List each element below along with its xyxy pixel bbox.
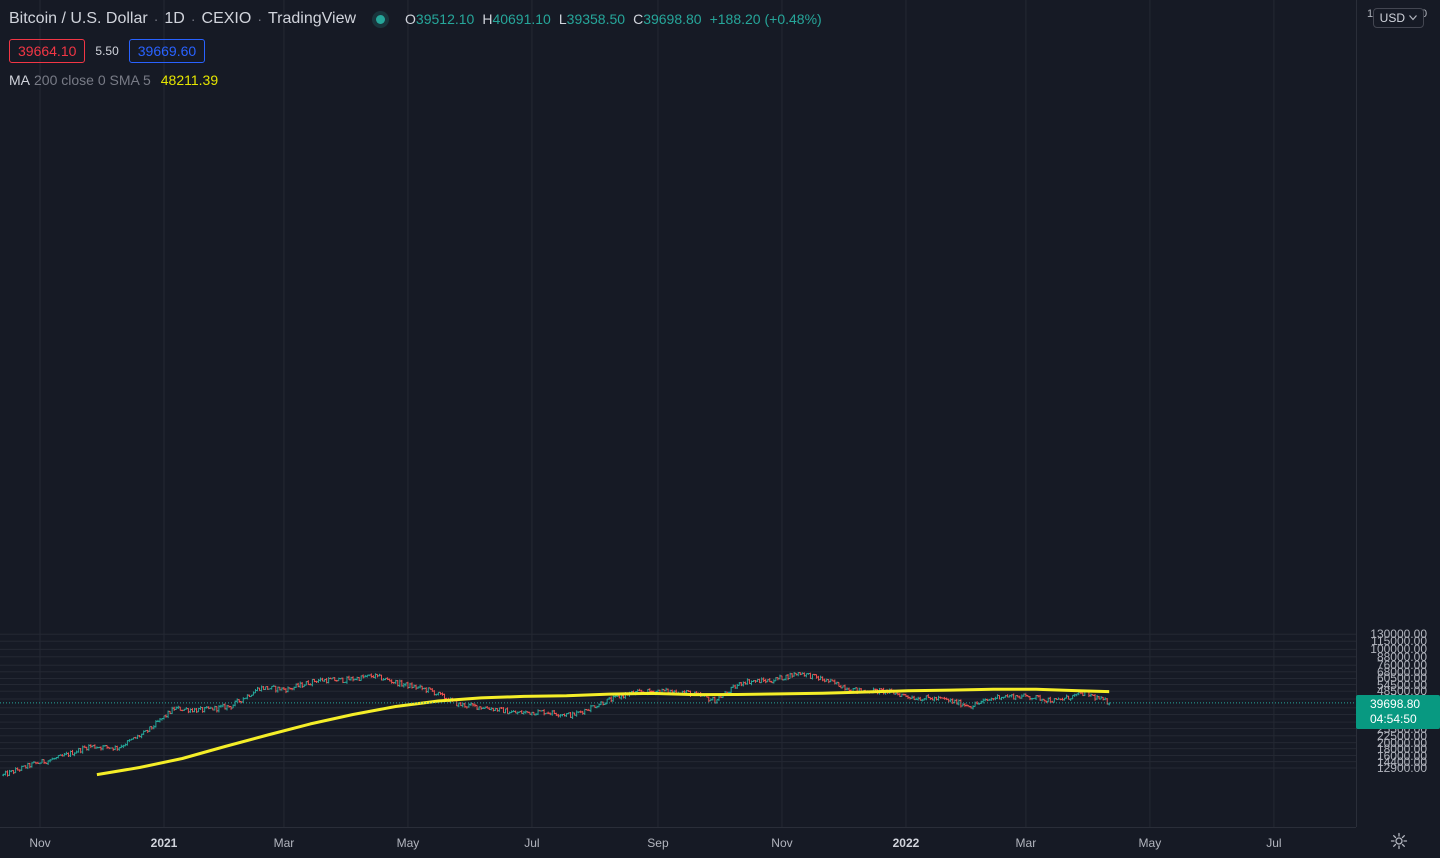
ohlc-low: L39358.50 <box>559 11 625 27</box>
close-key: C <box>633 11 644 27</box>
high-value: 40691.10 <box>492 11 551 27</box>
ma-200-line <box>96 687 1110 777</box>
time-tick-label: Mar <box>273 836 295 850</box>
ohlc-open: O39512.10 <box>405 11 474 27</box>
price-chart[interactable] <box>0 0 1356 827</box>
price-tick-label: 22500.00 <box>1376 728 1427 743</box>
gear-icon[interactable] <box>1390 832 1408 850</box>
chart-pane[interactable] <box>0 0 1356 827</box>
time-tick-label: 2021 <box>150 836 178 850</box>
interval-label[interactable]: 1D <box>164 10 185 27</box>
price-tick-label: 115000.00 <box>1371 634 1427 649</box>
spread-value: 5.50 <box>95 44 119 58</box>
price-axis[interactable]: 130000.00 115000.00 100000.00 88000.00 76000… <box>1356 0 1440 827</box>
sell-price-button[interactable]: 39664.10 <box>9 39 86 63</box>
time-tick-label: May <box>1138 836 1162 850</box>
price-tick-label: 16000.00 <box>1376 748 1427 763</box>
currency-select[interactable]: USD <box>1372 8 1424 28</box>
price-tick-label: 88000.00 <box>1376 649 1427 664</box>
price-tick-label: 12900.00 <box>1376 760 1427 775</box>
exchange-label: CEXIO <box>201 10 252 27</box>
low-key: L <box>558 11 567 27</box>
legend-separator: · <box>190 11 196 27</box>
price-tick-label: 100000.00 <box>1370 642 1427 657</box>
buy-price-button[interactable]: 39669.60 <box>128 39 206 63</box>
open-value: 39512.10 <box>415 11 475 27</box>
time-tick-label: May <box>396 836 420 850</box>
chart-legend: Bitcoin / U.S. Dollar · 1D · CEXIO · Tra… <box>9 8 822 88</box>
symbol-name[interactable]: Bitcoin / U.S. Dollar <box>9 10 148 27</box>
chevron-down-icon <box>1409 15 1417 21</box>
ma-value: 48211.39 <box>160 72 219 88</box>
last-price-value: 39698.80 <box>1370 696 1421 711</box>
last-price-label: 39698.80 04:54:50 <box>1356 694 1440 729</box>
price-tick-label: 14400.00 <box>1376 754 1427 769</box>
time-tick-label: 2022 <box>892 836 920 850</box>
legend-separator: · <box>153 11 159 27</box>
price-change: +188.20 (+0.48%) <box>709 11 822 27</box>
price-tick-label: 68000.00 <box>1376 664 1427 679</box>
time-tick-label: Jul <box>1266 836 1282 850</box>
time-tick-label: Sep <box>647 836 669 850</box>
ohlc-close: C39698.80 <box>633 11 702 27</box>
ma-params: 200 close 0 SMA 5 <box>34 72 151 88</box>
price-tick-label: 20000.00 <box>1376 735 1427 750</box>
time-tick-label: Mar <box>1015 836 1037 850</box>
price-tick-label: 130000.00 <box>1370 627 1427 642</box>
low-value: 39358.50 <box>566 11 626 27</box>
market-status-icon[interactable] <box>376 14 386 24</box>
price-tick-label: 18000.00 <box>1376 741 1427 756</box>
time-tick-label: Nov <box>771 836 793 850</box>
provider-label: TradingView <box>267 10 357 27</box>
ma-indicator-legend[interactable]: MA 200 close 0 SMA 5 48211.39 <box>9 72 822 88</box>
price-tick-label: 54500.00 <box>1376 677 1427 692</box>
ma-label: MA <box>9 72 30 88</box>
price-axis-corner-right: 0 <box>1421 8 1428 20</box>
price-axis-corner-left: 1 <box>1367 8 1374 20</box>
price-tick-label: 48500.00 <box>1376 684 1427 699</box>
ohlc-high: H40691.10 <box>482 11 551 27</box>
time-tick-label: Jul <box>524 836 540 850</box>
open-key: O <box>405 11 416 27</box>
high-key: H <box>482 11 493 27</box>
time-axis[interactable]: Nov 2021 Mar May Jul Sep Nov 2022 Mar May Jul <box>0 827 1356 858</box>
price-tick-label: 76000.00 <box>1376 658 1427 673</box>
bar-countdown: 04:54:50 <box>1370 711 1417 726</box>
currency-label: USD <box>1379 11 1405 25</box>
legend-separator: · <box>257 11 262 27</box>
time-tick-label: Nov <box>29 836 51 850</box>
close-value: 39698.80 <box>643 11 702 27</box>
price-tick-label: 60500.00 <box>1376 671 1427 686</box>
